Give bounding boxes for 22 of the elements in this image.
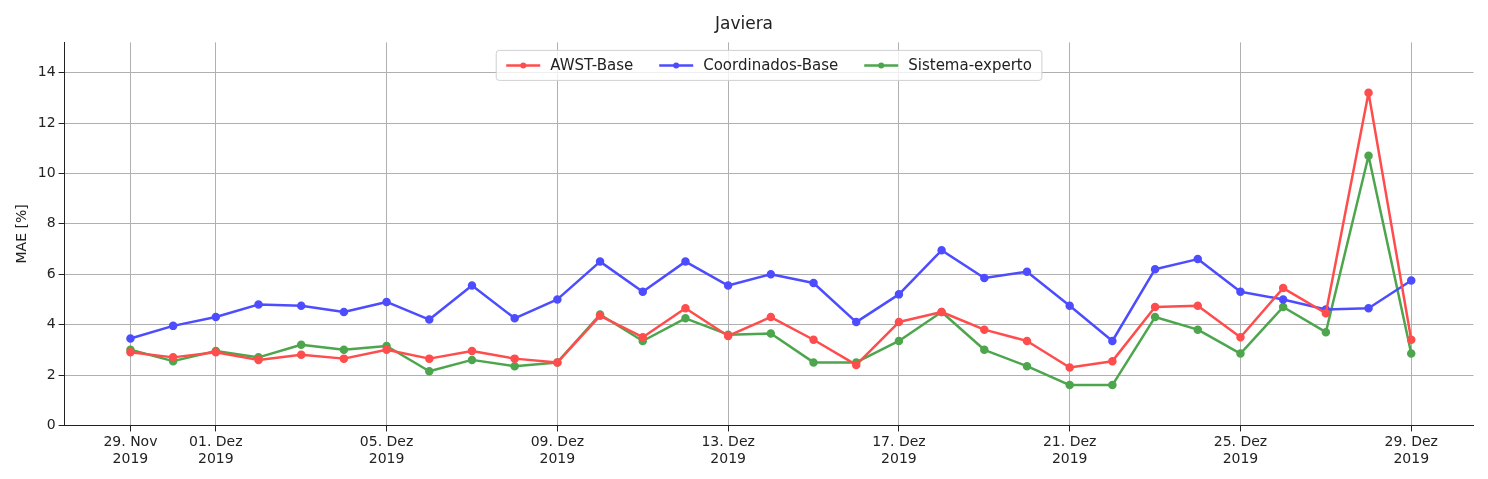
y-tick-label: 6 xyxy=(46,264,56,281)
legend-label: Sistema-experto xyxy=(908,56,1032,75)
x-tick-label: 01. Dez 2019 xyxy=(189,433,243,467)
y-tick-label: 4 xyxy=(46,315,56,332)
y-tick-label: 14 xyxy=(37,63,56,80)
x-tick-label: 25. Dez 2019 xyxy=(1213,433,1268,467)
y-tick-label: 2 xyxy=(46,365,56,382)
y-tick-label: 12 xyxy=(37,113,56,130)
x-tick-label: 29. Nov 2019 xyxy=(103,433,158,467)
chart-title: Javiera xyxy=(713,12,774,33)
x-tick-label: 09. Dez 2019 xyxy=(530,433,585,467)
x-tick-label: 29. Dez 2019 xyxy=(1384,433,1438,467)
x-tick-label: 17. Dez 2019 xyxy=(872,433,926,467)
y-tick-label: 8 xyxy=(46,214,56,231)
y-tick-label: 0 xyxy=(46,416,56,433)
x-tick-label: 05. Dez 2019 xyxy=(359,433,414,467)
x-tick-label: 13. Dez 2019 xyxy=(701,433,755,467)
y-tick-label: 10 xyxy=(37,164,56,181)
y-axis-title: MAE [%] xyxy=(13,204,30,264)
legend-label: AWST-Base xyxy=(550,56,634,75)
x-tick-label: 21. Dez 2019 xyxy=(1042,433,1097,467)
legend-label: Coordinados-Base xyxy=(703,56,839,75)
